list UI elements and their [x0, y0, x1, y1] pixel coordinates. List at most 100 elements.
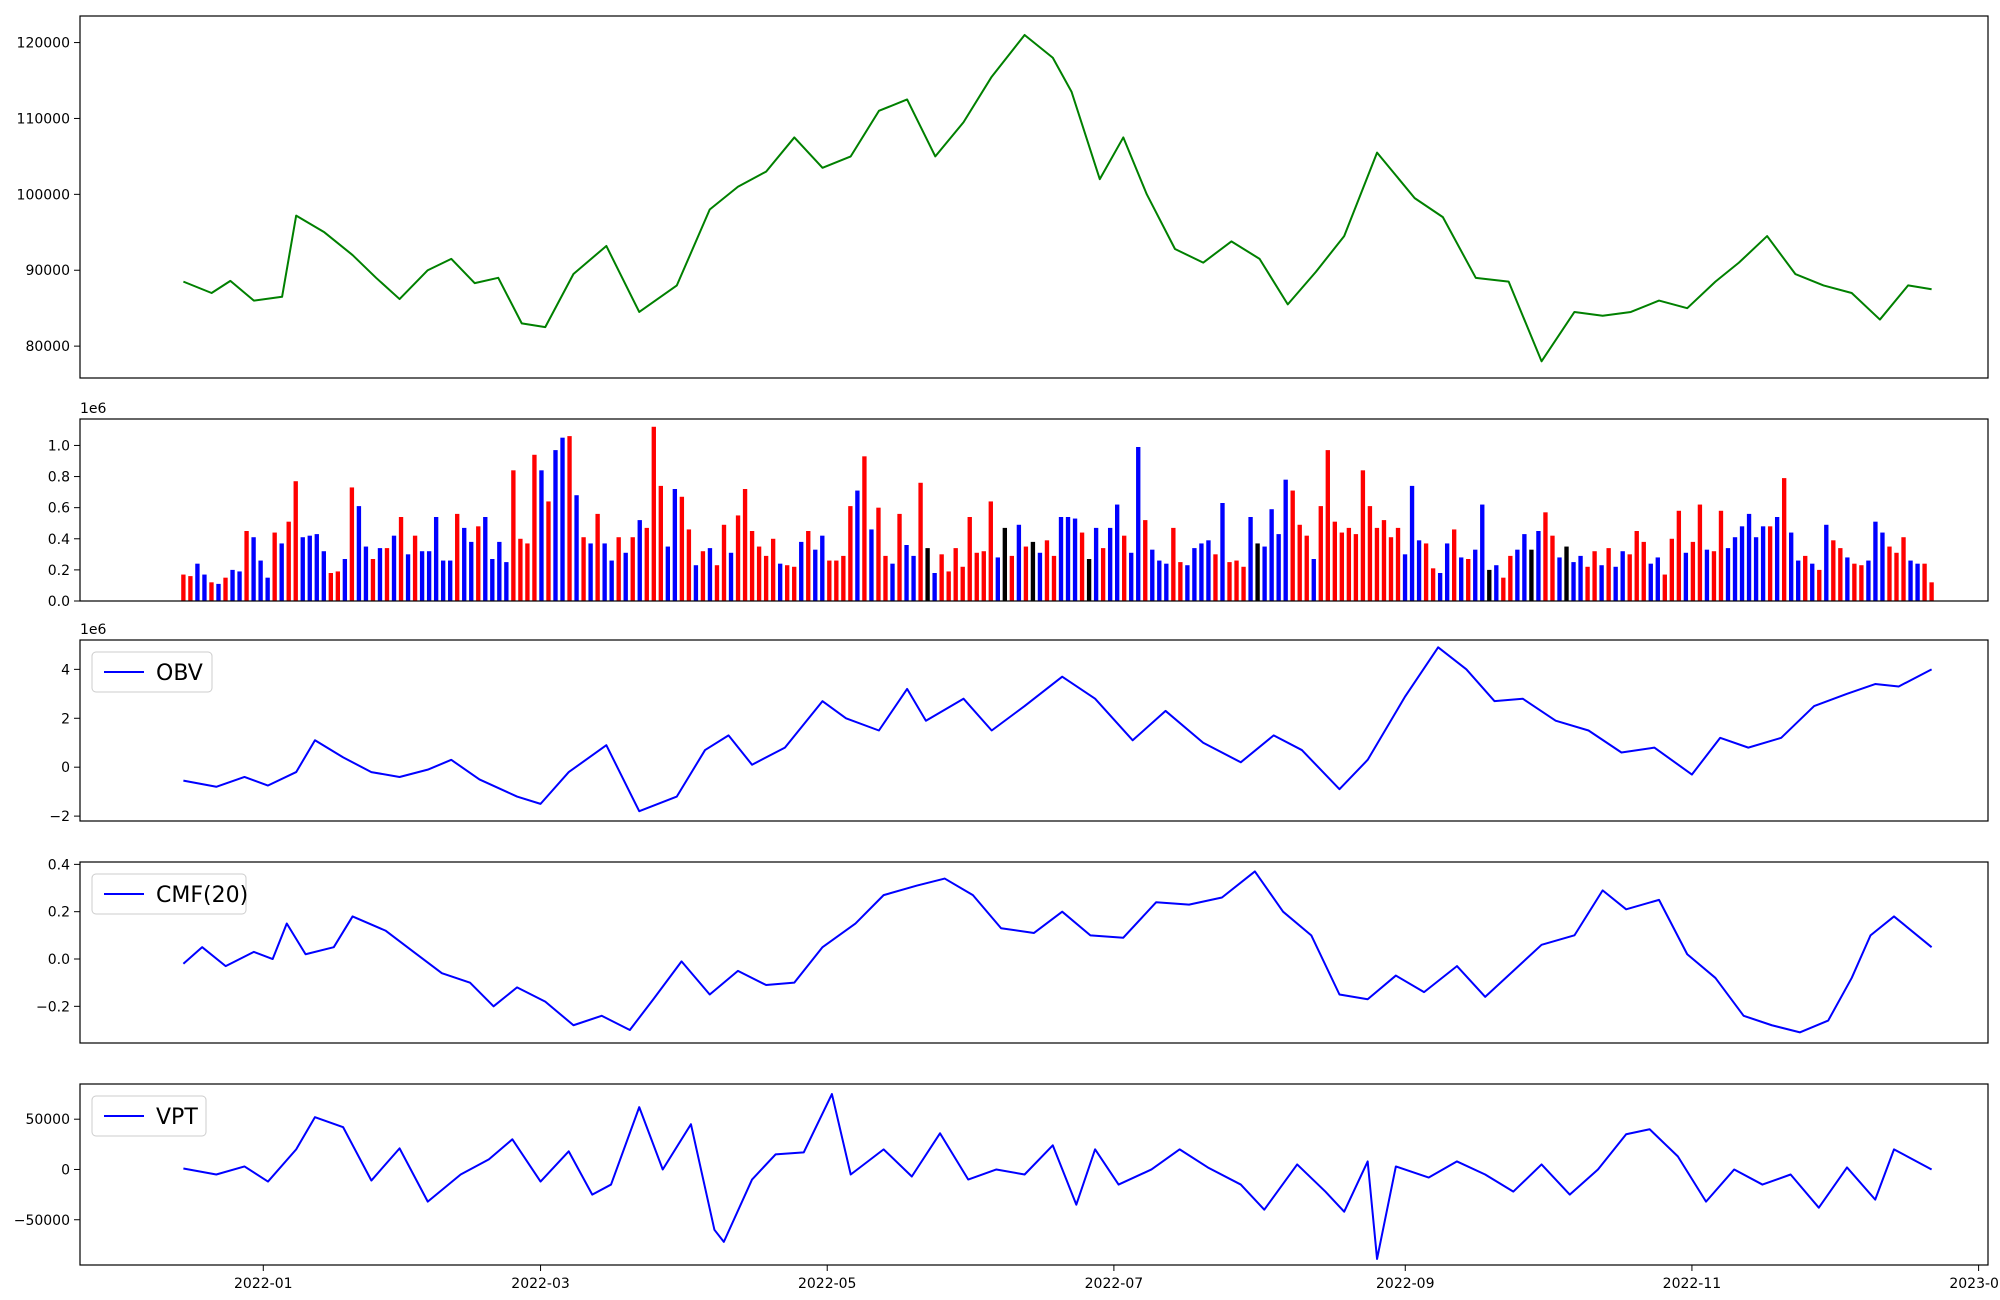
volume-bar [925, 548, 930, 601]
volume-bar [813, 549, 818, 601]
volume-bar [504, 562, 509, 601]
volume-bar [1269, 509, 1274, 601]
volume-bar [763, 555, 769, 601]
volume-bar [209, 582, 214, 601]
volume-bar [1164, 563, 1169, 601]
volume-bar [1648, 563, 1653, 601]
volume-bar [1206, 540, 1211, 601]
volume-bar [181, 574, 186, 601]
volume-bar [1079, 532, 1085, 601]
volume-bar [1297, 524, 1302, 601]
volume-bar [1803, 555, 1808, 601]
legend-box [91, 1095, 207, 1137]
volume-bar [1641, 541, 1646, 601]
volume-bar [1227, 562, 1232, 601]
volume-bar [1367, 506, 1373, 601]
volume-bar [440, 560, 446, 601]
volume-bar [1880, 532, 1885, 601]
y-tick-label: 0 [61, 760, 70, 776]
volume-bar [1494, 565, 1499, 601]
vpt-panel: −50000 0 50000 2022-01 2022-03 2022-05 2022-07… [14, 1083, 2000, 1292]
volume-bar [1143, 520, 1148, 601]
price-series-line [183, 33, 1932, 363]
volume-bar [1824, 524, 1829, 601]
volume-bar [960, 566, 965, 601]
volume-bar [188, 576, 193, 601]
volume-bar [1381, 520, 1387, 601]
volume-bar [1409, 485, 1415, 601]
volume-bar [1416, 540, 1422, 601]
volume-bar [756, 546, 762, 601]
volume-bar [1023, 546, 1029, 601]
legend-label: CMF(20) [156, 883, 248, 908]
volume-bar [1037, 552, 1043, 601]
volume-bar [377, 548, 383, 601]
volume-bar [1922, 563, 1927, 601]
volume-bar [890, 563, 895, 601]
volume-bar [1669, 538, 1674, 601]
volume-bar [1515, 549, 1520, 601]
volume-bar [1550, 535, 1555, 601]
volume-bar [1739, 526, 1745, 601]
volume-bar [728, 552, 734, 601]
volume-bar [525, 543, 530, 601]
y-tick-label: 100000 [17, 187, 70, 203]
volume-bar [1592, 551, 1597, 601]
volume-bar [518, 538, 523, 601]
volume-bar [1402, 554, 1408, 601]
volume-bar [904, 545, 909, 601]
x-tick-label: 2022-03 [511, 1276, 570, 1292]
volume-bar [1774, 517, 1780, 601]
volume-bar [546, 501, 551, 601]
volume-bar [476, 526, 481, 601]
legend-label: VPT [156, 1105, 198, 1130]
volume-bar [1016, 524, 1022, 601]
y-tick-label: −50000 [14, 1213, 70, 1229]
volume-bar [1241, 566, 1246, 601]
volume-bar [609, 560, 614, 601]
volume-bar [876, 507, 881, 601]
volume-bar [237, 571, 242, 601]
volume-bar [1444, 543, 1450, 601]
volume-bar [1374, 527, 1380, 601]
volume-bar [1859, 565, 1864, 601]
volume-bar [1122, 535, 1127, 601]
volume-bar [258, 560, 263, 601]
volume-bar [1150, 549, 1155, 601]
volume-bar [721, 524, 727, 601]
volume-bar [785, 565, 790, 601]
volume-bar [630, 537, 635, 601]
volume-bar [1171, 527, 1176, 601]
volume-bar [293, 481, 298, 601]
y-tick-label: 0.0 [48, 594, 70, 610]
volume-bar [1817, 569, 1822, 601]
volume-bar [672, 489, 678, 601]
volume-bar [251, 537, 256, 601]
volume-bar [911, 555, 916, 601]
y-tick-label: 1.0 [48, 438, 70, 454]
volume-bar [665, 546, 671, 601]
volume-bar [827, 560, 832, 601]
volume-bar [1058, 517, 1064, 601]
volume-bar [777, 563, 783, 601]
volume-bar [820, 535, 825, 601]
volume-bar [1599, 565, 1604, 601]
volume-bar [1360, 470, 1366, 601]
axis-scale-label: 1e6 [80, 401, 107, 417]
axis-scale-label: 1e6 [80, 622, 107, 638]
volume-bar [1908, 560, 1913, 601]
volume-bar [644, 527, 649, 601]
volume-bar [1430, 568, 1436, 601]
volume-bar [1353, 534, 1359, 601]
volume-panel: 0.0 0.2 0.4 0.6 0.8 1.0 1e6 [48, 401, 1989, 610]
obv-series-line [183, 646, 1933, 813]
x-tick-label: 2022-05 [798, 1276, 857, 1292]
volume-bar [1002, 527, 1008, 601]
volume-bar [742, 489, 748, 601]
volume-bar [1929, 582, 1934, 601]
volume-bar [855, 490, 860, 601]
y-tick-label: 0.2 [48, 905, 70, 921]
x-tick-label: 2023-01 [1949, 1276, 2000, 1292]
volume-bar [1107, 527, 1113, 601]
volume-bar [1199, 543, 1204, 601]
